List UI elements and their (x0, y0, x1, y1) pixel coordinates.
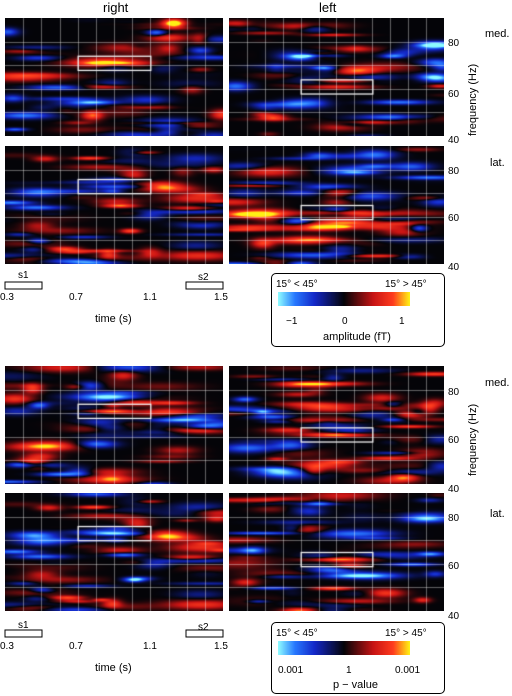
row-label-lat: lat. (490, 157, 505, 169)
time-axis-bottom (4, 629, 224, 638)
y-tick: 60 (448, 89, 460, 100)
time-tick: 0.7 (69, 641, 83, 652)
y-tick: 80 (448, 38, 460, 49)
y-tick: 60 (448, 213, 460, 224)
row-label-med: med. (485, 377, 510, 389)
colorbar-label: p − value (333, 679, 378, 691)
column-title-right: right (103, 0, 129, 15)
time-tick: 1.1 (143, 641, 157, 652)
legend-right-title: 15° > 45° (385, 279, 427, 290)
column-title-left: left (319, 0, 337, 15)
time-tick: 1.5 (214, 292, 228, 303)
y-tick: 80 (448, 513, 460, 524)
heatmap-amp-left-lat (229, 146, 444, 264)
s1-label: s1 (18, 270, 29, 281)
colorbar-legend-pvalue (271, 622, 445, 694)
s2-label: s2 (198, 272, 209, 283)
y-tick: 60 (448, 561, 460, 572)
y-axis-label: frequency (Hz) (467, 63, 479, 136)
heatmap-p-right-med (5, 366, 223, 484)
y-tick: 60 (448, 435, 460, 446)
y-tick: 40 (448, 611, 460, 622)
colorbar-tick: 1 (399, 316, 405, 327)
time-tick: 0.7 (69, 292, 83, 303)
y-tick: 40 (448, 484, 460, 495)
y-tick: 40 (448, 135, 460, 146)
time-tick: 1.5 (214, 641, 228, 652)
s2-label: s2 (198, 622, 209, 633)
y-tick: 80 (448, 166, 460, 177)
y-axis-label: frequency (Hz) (467, 403, 479, 476)
heatmap-amp-left-med (229, 18, 444, 136)
colorbar-tick: 1 (346, 665, 352, 676)
legend-left-title: 15° < 45° (276, 279, 318, 290)
time-axis-label: time (s) (95, 313, 132, 325)
colorbar-tick: 0 (342, 316, 348, 327)
colorbar (278, 641, 410, 655)
time-tick: 1.1 (143, 292, 157, 303)
colorbar-tick: −1 (286, 316, 298, 327)
legend-left-title: 15° < 45° (276, 628, 318, 639)
colorbar-tick: 0.001 (278, 665, 304, 676)
time-axis-top (4, 281, 224, 290)
heatmap-amp-right-med (5, 18, 223, 136)
time-tick: 0.3 (0, 292, 14, 303)
colorbar (278, 292, 410, 306)
colorbar-label: amplitude (fT) (323, 331, 391, 343)
row-label-med: med. (485, 28, 510, 40)
time-axis-label: time (s) (95, 662, 132, 674)
legend-right-title: 15° > 45° (385, 628, 427, 639)
s1-label: s1 (18, 620, 29, 631)
heatmap-amp-right-lat (5, 146, 223, 264)
heatmap-p-left-lat (229, 493, 444, 611)
colorbar-tick: 0.001 (395, 665, 421, 676)
heatmap-p-left-med (229, 366, 444, 484)
colorbar-legend-amplitude (271, 273, 445, 347)
y-tick: 40 (448, 262, 460, 273)
time-tick: 0.3 (0, 641, 14, 652)
y-tick: 80 (448, 387, 460, 398)
row-label-lat: lat. (490, 508, 505, 520)
heatmap-p-right-lat (5, 493, 223, 611)
